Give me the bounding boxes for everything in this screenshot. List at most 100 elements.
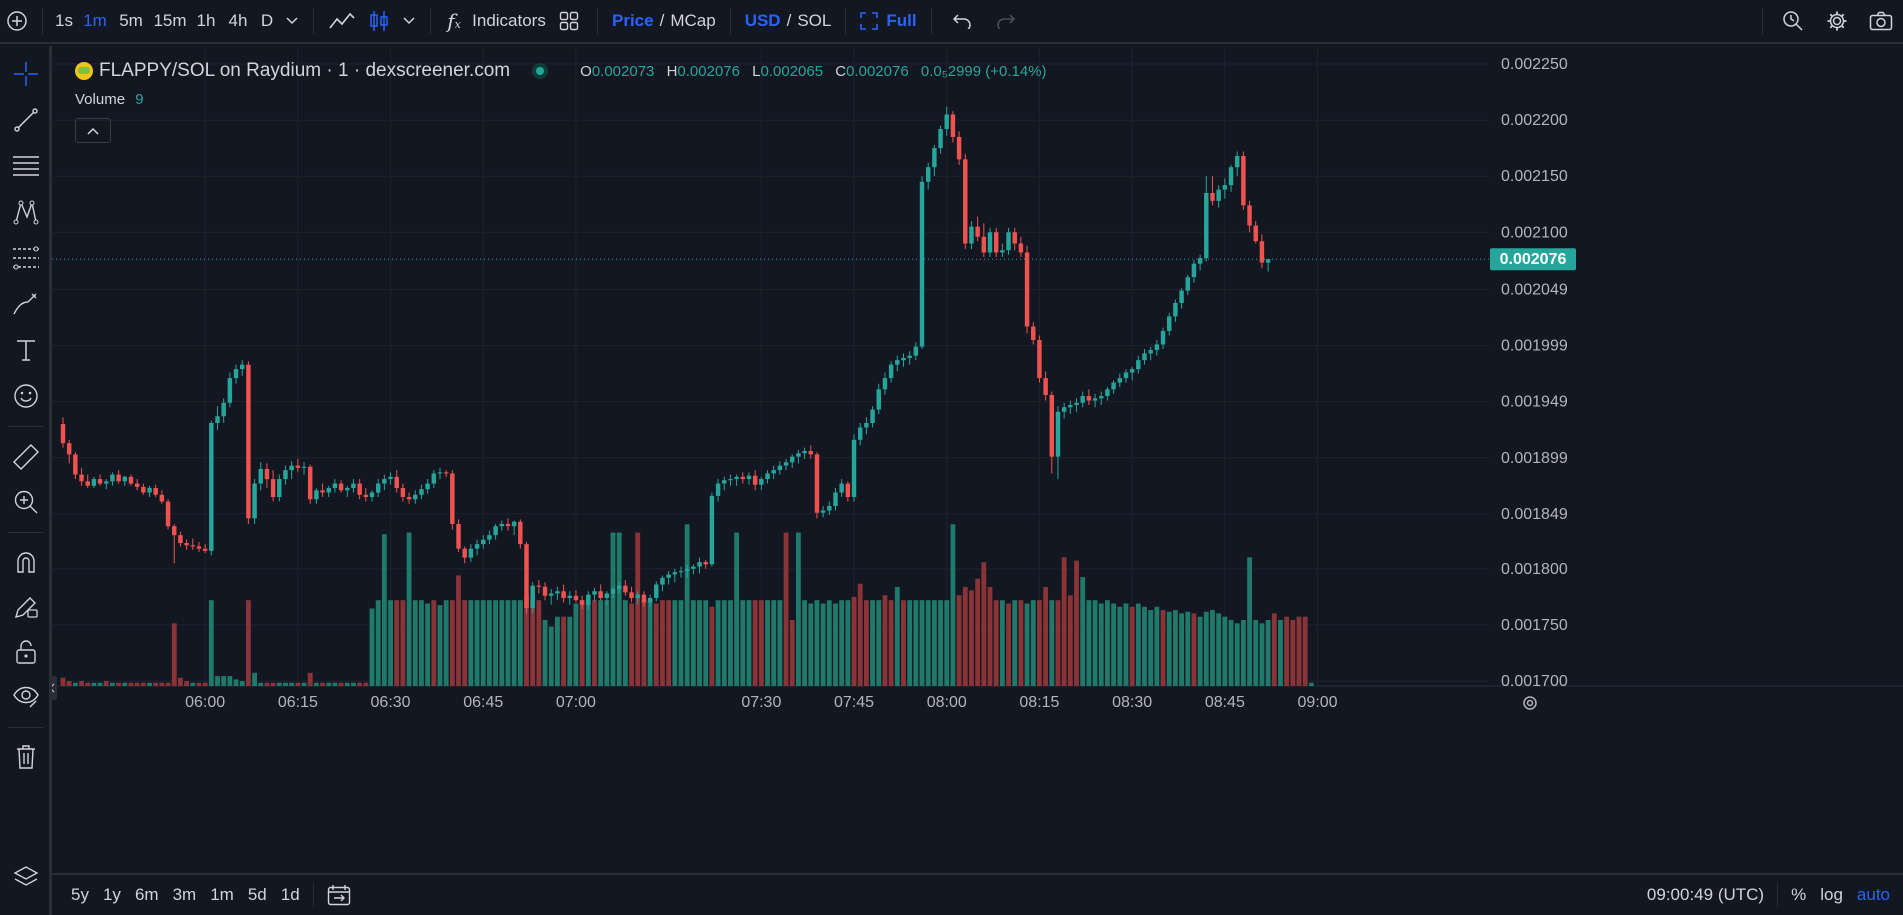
crosshair-icon[interactable] [6, 54, 46, 94]
layout-grid-icon[interactable] [549, 0, 589, 43]
mcap-toggle-label: MCap [670, 11, 716, 30]
open-value: 0.002073 [591, 62, 655, 80]
range-5d-button[interactable]: 5d [247, 885, 267, 904]
log-scale-button[interactable]: log [1820, 885, 1843, 904]
price-tick-label: 0.002250 [1501, 56, 1568, 73]
volume-bar [369, 608, 375, 686]
volume-bar [493, 600, 499, 686]
volume-bar [425, 603, 431, 686]
candle-body [1117, 378, 1123, 383]
price-chart[interactable]: 0.002250 0.002200 0.002150 0.002100 0.002049… [52, 46, 1903, 871]
candle-body [796, 453, 801, 457]
interval-1m-button[interactable]: 1m [83, 11, 107, 30]
volume-bar [381, 534, 387, 686]
collapse-legend-button[interactable] [75, 118, 111, 143]
candle-body [406, 497, 412, 500]
interval-5m-button[interactable]: 5m [119, 11, 143, 30]
fib-retracement-icon[interactable] [6, 238, 46, 278]
line-chart-icon[interactable] [322, 0, 362, 43]
candle-body [888, 364, 894, 379]
date-range-icon[interactable] [320, 875, 358, 915]
candle-body [283, 470, 288, 480]
utc-clock[interactable]: 09:00:49 (UTC) [1646, 885, 1765, 904]
range-5y-button[interactable]: 5y [71, 885, 89, 904]
function-icon[interactable]: fx [447, 9, 461, 33]
camera-icon[interactable] [1859, 0, 1903, 43]
collapse-toolbar-chevron-icon[interactable] [52, 676, 57, 700]
candle-body [1241, 155, 1246, 206]
layers-icon[interactable] [6, 857, 46, 897]
text-tool-icon[interactable] [6, 330, 46, 370]
low-value: 0.002065 [760, 62, 824, 80]
volume-bar [1296, 616, 1302, 686]
interval-d-button[interactable]: D [260, 11, 274, 30]
candles-icon[interactable] [362, 0, 396, 43]
axis-settings-gear-icon[interactable] [1523, 696, 1537, 710]
emoji-icon[interactable] [6, 376, 46, 416]
redo-icon[interactable] [984, 0, 1028, 43]
interval-1s-button[interactable]: 1s [55, 11, 73, 30]
candle-body [1105, 389, 1110, 397]
price-axis[interactable]: 0.002250 0.002200 0.002150 0.002100 0.002049… [1490, 56, 1576, 690]
fullscreen-button[interactable]: Full [854, 0, 922, 43]
candle-body [79, 474, 84, 482]
ruler-icon[interactable] [6, 437, 46, 477]
trend-line-icon[interactable] [6, 100, 46, 140]
settings-gear-icon[interactable] [1815, 0, 1859, 43]
volume-bars [60, 524, 1314, 686]
price-tick-label: 0.001949 [1501, 394, 1568, 411]
interval-4h-button[interactable]: 4h [228, 11, 248, 30]
candle-body [301, 466, 307, 468]
price-mcap-toggle[interactable]: Price / MCap [606, 0, 722, 43]
candle-body [672, 572, 678, 575]
interval-15m-button[interactable]: 15m [153, 11, 187, 30]
candle-body [895, 360, 900, 365]
candle-body [431, 473, 437, 484]
eye-icon[interactable] [6, 677, 46, 717]
chart-area[interactable]: 0.002250 0.002200 0.002150 0.002100 0.002049… [52, 46, 1903, 871]
interval-1h-button[interactable]: 1h [196, 11, 216, 30]
brush-icon[interactable] [6, 284, 46, 324]
indicators-button[interactable]: Indicators [472, 11, 546, 30]
candle-body [1123, 372, 1129, 379]
percent-scale-button[interactable]: % [1791, 885, 1807, 904]
lock-icon[interactable] [6, 632, 46, 672]
pattern-icon[interactable] [6, 192, 46, 232]
draw-lock-pencil-icon[interactable] [6, 587, 46, 627]
symbol-title[interactable]: FLAPPY/SOL on Raydium · 1 · dexscreener.… [99, 60, 511, 81]
candle-body [1055, 411, 1061, 457]
magnet-icon[interactable] [6, 542, 46, 582]
auto-scale-button[interactable]: auto [1856, 885, 1890, 904]
range-3m-button[interactable]: 3m [172, 885, 197, 904]
volume-bar [252, 672, 257, 686]
chevron-down-icon[interactable] [279, 0, 305, 43]
zoom-in-icon[interactable] [6, 482, 46, 522]
volume-bar [1061, 557, 1067, 686]
chevron-down-icon[interactable] [396, 0, 422, 43]
candle-body [481, 539, 486, 545]
quick-search-icon[interactable] [1771, 0, 1815, 43]
candle-body [425, 483, 430, 490]
horizontal-lines-icon[interactable] [6, 146, 46, 186]
range-6m-button[interactable]: 6m [134, 885, 159, 904]
volume-bar [987, 587, 993, 686]
volume-bar [72, 682, 78, 686]
range-1y-button[interactable]: 1y [102, 885, 121, 904]
time-tick-label: 07:30 [741, 694, 781, 711]
time-tick-label: 08:00 [927, 694, 967, 711]
volume-bar [1030, 600, 1036, 686]
range-1m-button[interactable]: 1m [210, 885, 234, 904]
volume-bar [1302, 616, 1308, 686]
usd-sol-toggle[interactable]: USD / SOL [739, 0, 838, 43]
volume-bar [258, 682, 264, 686]
volume-bar [1123, 603, 1129, 686]
candle-body [956, 136, 962, 160]
undo-icon[interactable] [940, 0, 984, 43]
candle-body [759, 479, 764, 485]
add-symbol-icon[interactable] [0, 0, 34, 43]
divider [845, 8, 847, 34]
trash-icon[interactable] [6, 737, 46, 777]
time-axis[interactable]: 05:3006:0006:1506:3006:4507:0007:3007:45… [52, 676, 1537, 711]
range-1d-button[interactable]: 1d [280, 885, 300, 904]
volume-bar [134, 682, 140, 686]
